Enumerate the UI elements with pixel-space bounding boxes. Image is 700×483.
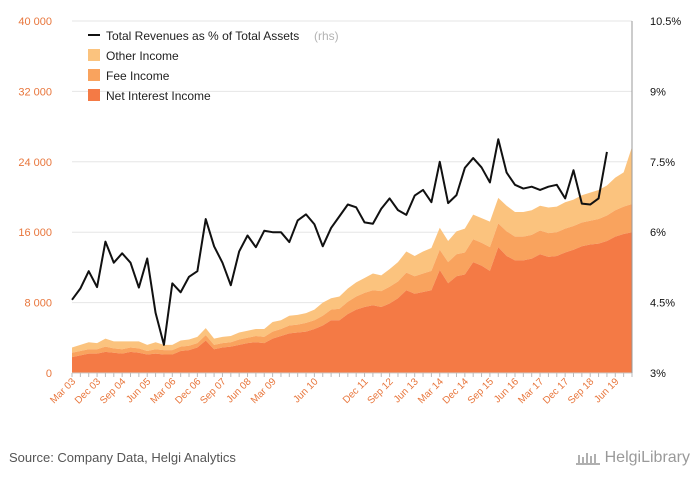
- y-right-tick-label: 7.5%: [650, 157, 675, 169]
- y-left-tick-label: 32 000: [18, 86, 52, 98]
- legend-line-suffix: (rhs): [314, 29, 339, 43]
- x-tick-label: Mar 06: [149, 376, 179, 406]
- y-left-tick-label: 24 000: [18, 157, 52, 169]
- x-tick-label: Dec 14: [441, 376, 471, 406]
- legend-line-label: Total Revenues as % of Total Assets: [106, 29, 299, 43]
- x-tick-label: Sep 04: [98, 376, 128, 406]
- legend-label-other: Other Income: [106, 49, 179, 63]
- x-tick-label: Dec 06: [173, 376, 203, 406]
- x-tick-label: Dec 17: [541, 376, 571, 406]
- y-right-tick-label: 10.5%: [650, 16, 681, 28]
- x-tick-label: Sep 07: [198, 376, 228, 406]
- x-tick-label: Jun 19: [592, 376, 621, 405]
- legend: Total Revenues as % of Total Assets (rhs…: [88, 29, 339, 103]
- x-tick-label: Dec 11: [341, 376, 371, 406]
- brand-logo: HelgiLibrary: [575, 449, 690, 467]
- x-tick-label: Mar 03: [48, 376, 78, 406]
- y-right-tick-label: 9%: [650, 86, 666, 98]
- stacked-areas: [72, 146, 632, 373]
- line-total-revenues-pct: [71, 138, 608, 346]
- x-tick-label: Sep 18: [566, 376, 596, 406]
- y-left-tick-label: 8 000: [24, 298, 52, 310]
- x-tick-label: Sep 12: [366, 376, 396, 406]
- x-tick-label: Mar 09: [249, 376, 279, 406]
- y-left-tick-label: 40 000: [18, 16, 52, 28]
- legend-swatch-other: [88, 49, 100, 61]
- revenue-chart: 0 3% 8 000 4.5% 16 000 6% 24 000 7.5% 32 000 9% 40…: [18, 16, 681, 407]
- brand-name: HelgiLibrary: [604, 449, 690, 466]
- x-tick-label: Jun 16: [492, 376, 521, 405]
- ratio-line: [71, 138, 608, 346]
- y-right-tick-label: 6%: [650, 227, 666, 239]
- x-tick-label: Dec 03: [73, 376, 103, 406]
- source-note: Source: Company Data, Helgi Analytics: [9, 450, 236, 465]
- y-right-tick-label: 4.5%: [650, 298, 675, 310]
- legend-swatch-net: [88, 89, 100, 101]
- legend-label-net: Net Interest Income: [106, 89, 211, 103]
- y-left-tick-label: 0: [46, 368, 52, 380]
- x-tick-label: Jun 08: [225, 376, 254, 405]
- x-tick-label: Jun 13: [392, 376, 421, 405]
- x-tick-label: Jun 10: [291, 376, 320, 405]
- library-building-icon: [575, 453, 600, 465]
- y-right-tick-label: 3%: [650, 368, 666, 380]
- area-net-interest-income: [72, 232, 632, 373]
- x-tick-label: Mar 14: [416, 376, 446, 406]
- legend-swatch-fee: [88, 69, 100, 81]
- y-left-tick-label: 16 000: [18, 227, 52, 239]
- x-tick-label: Sep 15: [466, 376, 496, 406]
- x-tick-label: Mar 17: [516, 376, 546, 406]
- x-tick-label: Jun 05: [124, 376, 153, 405]
- legend-label-fee: Fee Income: [106, 69, 170, 83]
- area-fee-income: [72, 204, 632, 358]
